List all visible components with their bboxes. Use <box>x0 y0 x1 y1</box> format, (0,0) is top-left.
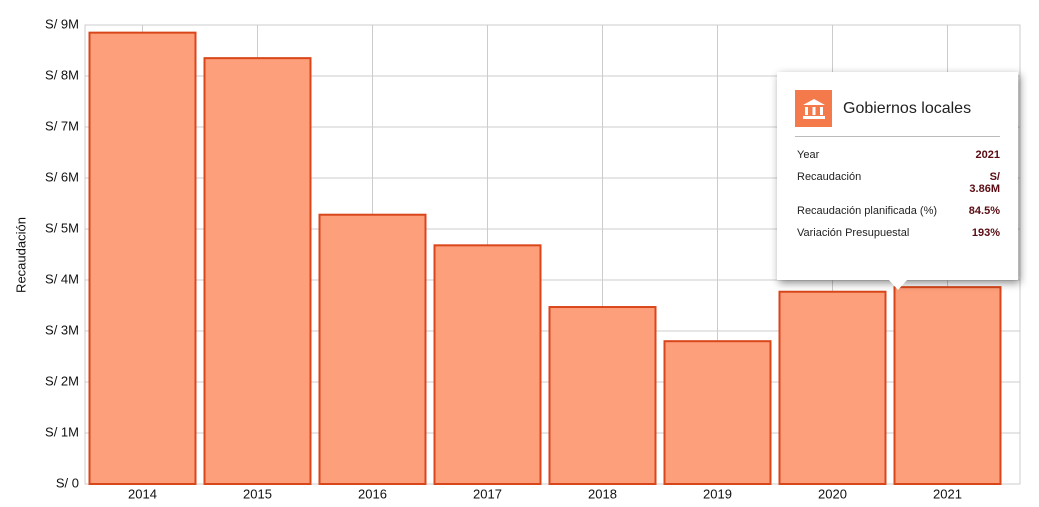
y-tick-label: S/ 1M <box>45 424 79 439</box>
y-tick-label: S/ 9M <box>45 16 79 31</box>
tooltip-row: Year 2021 <box>795 149 1000 171</box>
y-tick-label: S/ 5M <box>45 220 79 235</box>
y-tick-label: S/ 0 <box>56 475 79 490</box>
y-tick-label: S/ 7M <box>45 118 79 133</box>
tooltip: Gobiernos locales Year 2021 Recaudación S/ … <box>777 72 1018 290</box>
y-tick-label: S/ 4M <box>45 271 79 286</box>
bar <box>548 306 657 485</box>
bar <box>318 213 427 485</box>
tooltip-table: Year 2021 Recaudación S/ 3.86M Recaudación p… <box>795 149 1000 249</box>
x-tick-label: 2021 <box>933 486 962 501</box>
x-tick-label: 2017 <box>473 486 502 501</box>
tooltip-title: Gobiernos locales <box>843 99 972 117</box>
tooltip-header: Gobiernos locales <box>795 90 1000 137</box>
tooltip-value: 193% <box>971 227 1000 239</box>
tooltip-value: 84.5% <box>968 205 1000 217</box>
tooltip-value: 2021 <box>975 149 1000 161</box>
tooltip-pointer <box>889 280 907 290</box>
bar <box>663 340 772 486</box>
tooltip-row: Recaudación planificada (%) 84.5% <box>795 205 1000 227</box>
bar <box>893 286 1002 486</box>
x-tick-label: 2016 <box>358 486 387 501</box>
tooltip-value: S/ 3.86M <box>969 171 1000 195</box>
tooltip-label: Variación Presupuestal <box>797 227 910 239</box>
bar <box>88 31 197 486</box>
y-tick-label: S/ 8M <box>45 67 79 82</box>
x-tick-label: 2015 <box>243 486 272 501</box>
bank-icon <box>802 98 825 119</box>
tooltip-label: Recaudación <box>797 171 862 183</box>
bar <box>778 290 887 486</box>
tooltip-label: Recaudación planificada (%) <box>797 205 938 217</box>
tooltip-label: Year <box>797 149 820 161</box>
x-tick-label: 2014 <box>128 486 157 501</box>
bar <box>433 244 542 485</box>
y-axis-label: Recaudación <box>13 217 28 293</box>
tooltip-row: Variación Presupuestal 193% <box>795 227 1000 249</box>
x-tick-label: 2019 <box>703 486 732 501</box>
tooltip-row: Recaudación S/ 3.86M <box>795 171 1000 205</box>
bar <box>203 57 312 486</box>
y-tick-label: S/ 2M <box>45 373 79 388</box>
y-tick-label: S/ 3M <box>45 322 79 337</box>
tooltip-icon <box>795 90 832 127</box>
x-tick-label: 2020 <box>818 486 847 501</box>
x-tick-label: 2018 <box>588 486 617 501</box>
y-tick-label: S/ 6M <box>45 169 79 184</box>
